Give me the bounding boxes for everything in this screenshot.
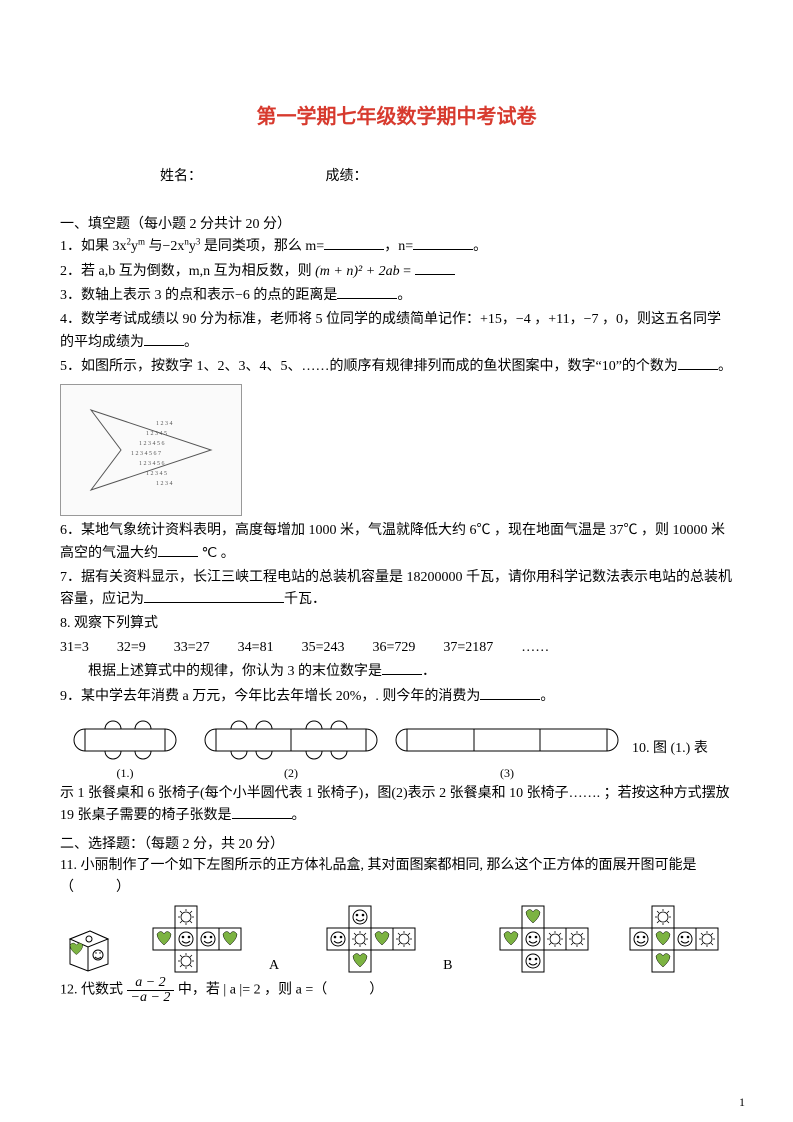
q12: 12. 代数式 a − 2 −a − 2 中，若 | a |= 2 ，则 a =…: [60, 976, 733, 1005]
blank: [144, 331, 184, 346]
q7: 7．据有关资料显示，长江三峡工程电站的总装机容量是 18200000 千瓦，请你…: [60, 567, 733, 611]
section-1-head: 一、填空题（每小题 2 分共计 20 分）: [60, 213, 733, 233]
blank: [382, 660, 422, 675]
fig-3: (3): [392, 714, 622, 781]
option-b: [309, 904, 419, 974]
blank: [413, 235, 473, 250]
option-c: [482, 904, 592, 974]
q1: 1．如果 3x2ym 与−2xny3 是同类项，那么 m=，n=。: [60, 235, 733, 258]
svg-text:1 2 3 4 5: 1 2 3 4 5: [146, 471, 167, 477]
blank: [678, 355, 718, 370]
section-2-head: 二、选择题：（每题 2 分，共 20 分）: [60, 833, 733, 853]
blank: [337, 284, 397, 299]
page-title: 第一学期七年级数学期中考试卷: [60, 100, 733, 129]
cube-3d-icon: [60, 919, 115, 974]
blank: [158, 542, 198, 557]
option-d: [612, 904, 722, 974]
name-score-row: 姓名： 成绩：: [160, 165, 733, 185]
name-label: 姓名：: [160, 169, 202, 184]
option-b-label: B: [443, 958, 452, 974]
exam-page: 第一学期七年级数学期中考试卷 姓名： 成绩： 一、填空题（每小题 2 分共计 2…: [0, 0, 793, 1047]
q10: 示 1 张餐桌和 6 张椅子(每个小半圆代表 1 张椅子)，图(2)表示 2 张…: [60, 783, 733, 827]
fish-figure: 1 2 3 4 1 2 3 4 5 1 2 3 4 5 6 1 2 3 4 5 …: [60, 384, 242, 516]
q8-head: 8. 观察下列算式: [60, 613, 733, 635]
svg-text:1 2 3 4 5 6 7: 1 2 3 4 5 6 7: [131, 451, 161, 457]
blank: [324, 235, 384, 250]
q11: 11. 小丽制作了一个如下左图所示的正方体礼品盒, 其对面图案都相同, 那么这个…: [60, 855, 733, 898]
q10-label: 10. 图 (1.) 表: [632, 737, 708, 757]
q6: 6．某地气象统计资料表明，高度每增加 1000 米，气温就降低大约 6℃ ，现在…: [60, 520, 733, 564]
svg-text:1 2 3 4: 1 2 3 4: [156, 421, 173, 427]
blank: [232, 804, 292, 819]
q3: 3．数轴上表示 3 的点和表示−6 的点的距离是。: [60, 284, 733, 307]
score-label: 成绩：: [326, 169, 368, 184]
cube-options-row: A: [60, 904, 733, 974]
option-a: [135, 904, 245, 974]
page-number: 1: [739, 1095, 745, 1110]
q8-line1: 31=3 32=9 33=27 34=81 35=243 36=729 37=2…: [60, 637, 733, 659]
svg-text:1 2 3 4 5 6: 1 2 3 4 5 6: [139, 461, 165, 467]
fig-1: (1.): [60, 714, 190, 781]
blank: [480, 685, 540, 700]
q9: 9．某中学去年消费 a 万元，今年比去年增长 20%，. 则今年的消费为。: [60, 685, 733, 708]
q4: 4．数学考试成绩以 90 分为标准，老师将 5 位同学的成绩简单记作：+15，−…: [60, 309, 733, 353]
svg-text:1 2 3 4: 1 2 3 4: [156, 481, 173, 487]
blank: [144, 588, 284, 603]
svg-text:1 2 3 4 5 6: 1 2 3 4 5 6: [139, 441, 165, 447]
q2: 2．若 a,b 互为倒数，m,n 互为相反数，则 (m + n)² + 2ab …: [60, 260, 733, 283]
tables-figure-row: (1.) (2) (3) 10. 图 (1.) 表: [60, 714, 733, 781]
q8-line2: 根据上述算式中的规律，你认为 3 的末位数字是．: [60, 660, 733, 683]
fig-2: (2): [196, 714, 386, 781]
blank: [415, 260, 455, 275]
q5: 5．如图所示，按数字 1、2、3、4、5、……的顺序有规律排列而成的鱼状图案中，…: [60, 355, 733, 378]
svg-text:1 2 3 4 5: 1 2 3 4 5: [146, 431, 167, 437]
fraction: a − 2 −a − 2: [127, 976, 175, 1005]
option-a-label: A: [269, 958, 279, 974]
